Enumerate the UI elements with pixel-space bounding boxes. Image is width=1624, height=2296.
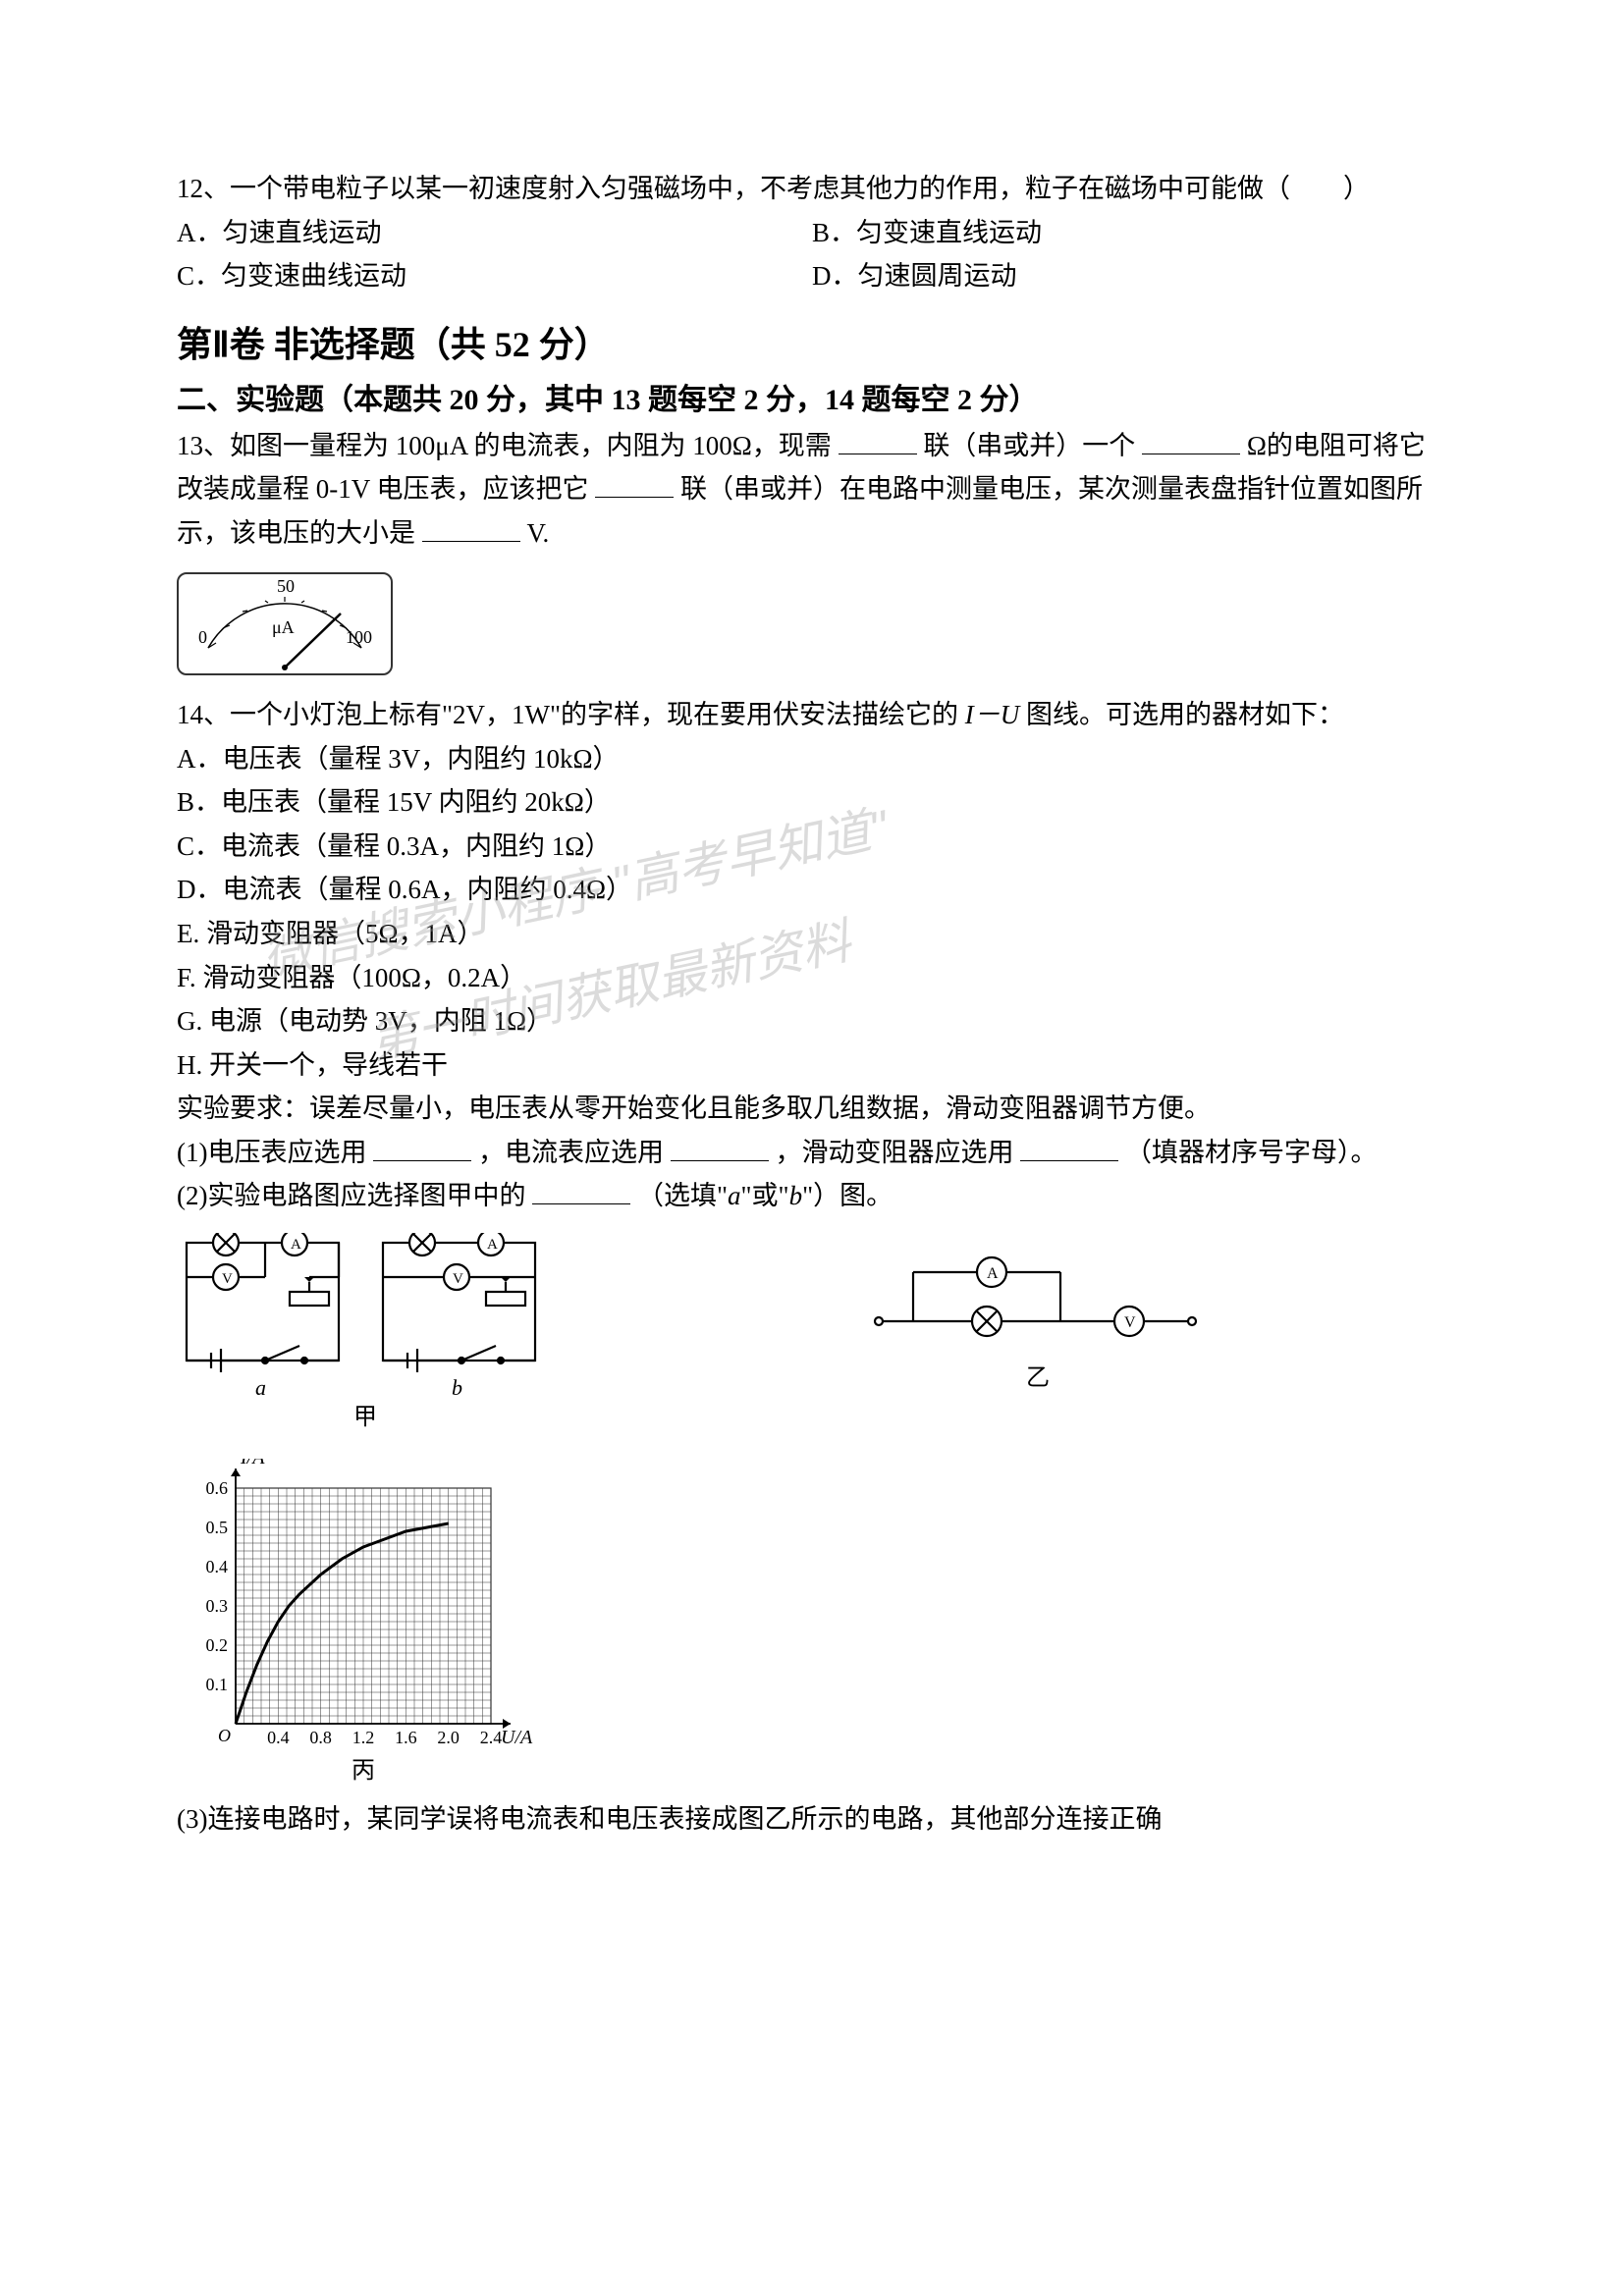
section2-title: 第Ⅱ卷 非选择题（共 52 分） bbox=[177, 316, 1447, 367]
q13-blank2 bbox=[1142, 428, 1240, 454]
q14-intro-a: 14、一个小灯泡上标有"2V，1W"的字样，现在要用伏安法描绘它的 bbox=[177, 700, 965, 729]
q14-item-h: H. 开关一个，导线若干 bbox=[177, 1043, 1447, 1088]
ammeter-svg: 0 50 100 μA bbox=[179, 574, 391, 673]
q14-sub2: (2)实验电路图应选择图甲中的 （选填"a"或"b"）图。 bbox=[177, 1174, 1447, 1218]
q14-opta: a bbox=[728, 1181, 741, 1210]
q13-blank3 bbox=[595, 471, 674, 498]
q12-stem: 12、一个带电粒子以某一初速度射入匀强磁场中，不考虑其他力的作用，粒子在磁场中可… bbox=[177, 167, 1447, 211]
q13-p1b: 联（串或并）一个 bbox=[923, 431, 1135, 460]
q14-intro-b: 图线。可选用的器材如下： bbox=[1019, 700, 1344, 729]
svg-text:0.4: 0.4 bbox=[206, 1557, 229, 1576]
q12-opt-b: B．匀变速直线运动 bbox=[812, 211, 1447, 255]
svg-text:O: O bbox=[218, 1726, 231, 1745]
circuit-yi-v-label: V bbox=[1124, 1314, 1136, 1331]
q13-blank4 bbox=[422, 515, 520, 542]
meter-label-0: 0 bbox=[198, 627, 207, 647]
q12-opt-a: A．匀速直线运动 bbox=[177, 211, 812, 255]
svg-text:0.6: 0.6 bbox=[206, 1478, 229, 1498]
circuit-b-ammeter-label: A bbox=[487, 1237, 498, 1253]
circuit-yi-svg: A V 乙 bbox=[864, 1233, 1208, 1400]
q14-sub1d: （填器材序号字母）。 bbox=[1125, 1138, 1378, 1167]
q13-p1e: V. bbox=[527, 518, 550, 548]
q14-intro: 14、一个小灯泡上标有"2V，1W"的字样，现在要用伏安法描绘它的 I－U 图线… bbox=[177, 693, 1447, 737]
circuit-yi-label: 乙 bbox=[1026, 1365, 1050, 1391]
q13-text: 13、如图一量程为 100μA 的电流表，内阻为 100Ω，现需 联（串或并）一… bbox=[177, 424, 1447, 556]
q13-p1a: 13、如图一量程为 100μA 的电流表，内阻为 100Ω，现需 bbox=[177, 431, 832, 460]
svg-text:0.4: 0.4 bbox=[267, 1728, 290, 1747]
q14-sub2c: "或" bbox=[741, 1181, 789, 1210]
section2-subtitle: 二、实验题（本题共 20 分，其中 13 题每空 2 分，14 题每空 2 分） bbox=[177, 375, 1447, 418]
meter-unit: μA bbox=[272, 617, 295, 637]
q14-sub1a: (1)电压表应选用 bbox=[177, 1138, 366, 1167]
q14-optb: b bbox=[789, 1181, 803, 1210]
meter-label-50: 50 bbox=[277, 576, 295, 596]
svg-text:2.0: 2.0 bbox=[437, 1728, 460, 1747]
q14-iv: I－U bbox=[965, 700, 1020, 729]
meter-label-100: 100 bbox=[346, 627, 372, 647]
q14-sub1b: ，电流表应选用 bbox=[478, 1138, 664, 1167]
svg-text:0.2: 0.2 bbox=[206, 1635, 229, 1655]
q14-blank4 bbox=[532, 1178, 630, 1204]
iv-chart: 0.4 0.8 1.2 1.6 2.0 2.4 0.1 0.2 0.3 0.4 0.5 0.6 O I/A… bbox=[177, 1459, 540, 1788]
circuit-a-label: a bbox=[255, 1375, 266, 1400]
meter-pivot bbox=[282, 665, 288, 670]
q14-sub2a: (2)实验电路图应选择图甲中的 bbox=[177, 1181, 525, 1210]
circuit-ab: A V a bbox=[177, 1233, 550, 1434]
circuit-b-voltmeter-label: V bbox=[453, 1271, 463, 1287]
q14-sub2d: "）图。 bbox=[802, 1181, 893, 1210]
circuit-b-label: b bbox=[452, 1375, 462, 1400]
svg-text:0.5: 0.5 bbox=[206, 1518, 229, 1537]
circuit-ab-svg: A V a bbox=[177, 1233, 550, 1429]
q12-opt-d: D．匀速圆周运动 bbox=[812, 254, 1447, 298]
circuit-row: A V a bbox=[177, 1233, 1447, 1434]
q14-blank3 bbox=[1020, 1135, 1118, 1161]
q14-req: 实验要求：误差尽量小，电压表从零开始变化且能多取几组数据，滑动变阻器调节方便。 bbox=[177, 1087, 1447, 1131]
svg-text:1.2: 1.2 bbox=[352, 1728, 375, 1747]
q14-sub1c: ，滑动变阻器应选用 bbox=[775, 1138, 1013, 1167]
circuit-yi: A V 乙 bbox=[864, 1233, 1208, 1405]
svg-text:0.3: 0.3 bbox=[206, 1596, 229, 1616]
svg-text:1.6: 1.6 bbox=[395, 1728, 417, 1747]
svg-text:0.8: 0.8 bbox=[309, 1728, 332, 1747]
svg-text:2.4: 2.4 bbox=[480, 1728, 503, 1747]
circuit-a-voltmeter-label: V bbox=[222, 1271, 233, 1287]
svg-text:0.1: 0.1 bbox=[206, 1675, 229, 1694]
svg-text:丙: 丙 bbox=[352, 1758, 375, 1783]
q12-opt-c: C．匀变速曲线运动 bbox=[177, 254, 812, 298]
svg-text:U/A: U/A bbox=[501, 1727, 533, 1748]
q13-blank1 bbox=[839, 428, 917, 454]
q14-blank2 bbox=[671, 1135, 769, 1161]
q14-sub3: (3)连接电路时，某同学误将电流表和电压表接成图乙所示的电路，其他部分连接正确 bbox=[177, 1797, 1447, 1842]
q14-sub2b: （选填" bbox=[637, 1181, 728, 1210]
q14-item-a: A．电压表（量程 3V，内阻约 10kΩ） bbox=[177, 737, 1447, 781]
q14-sub1: (1)电压表应选用 ，电流表应选用 ，滑动变阻器应选用 （填器材序号字母）。 bbox=[177, 1131, 1447, 1175]
q12-row2: C．匀变速曲线运动 D．匀速圆周运动 bbox=[177, 254, 1447, 298]
circuit-yi-a-label: A bbox=[987, 1265, 999, 1282]
iv-chart-svg: 0.4 0.8 1.2 1.6 2.0 2.4 0.1 0.2 0.3 0.4 0.5 0.6 O I/A… bbox=[177, 1459, 540, 1783]
svg-text:I/A: I/A bbox=[240, 1459, 265, 1468]
q12-row1: A．匀速直线运动 B．匀变速直线运动 bbox=[177, 211, 1447, 255]
ammeter-gauge: 0 50 100 μA bbox=[177, 572, 393, 675]
q14-blank1 bbox=[373, 1135, 471, 1161]
circuit-a-ammeter-label: A bbox=[291, 1237, 301, 1253]
circuit-jia-label: 甲 bbox=[353, 1405, 377, 1429]
